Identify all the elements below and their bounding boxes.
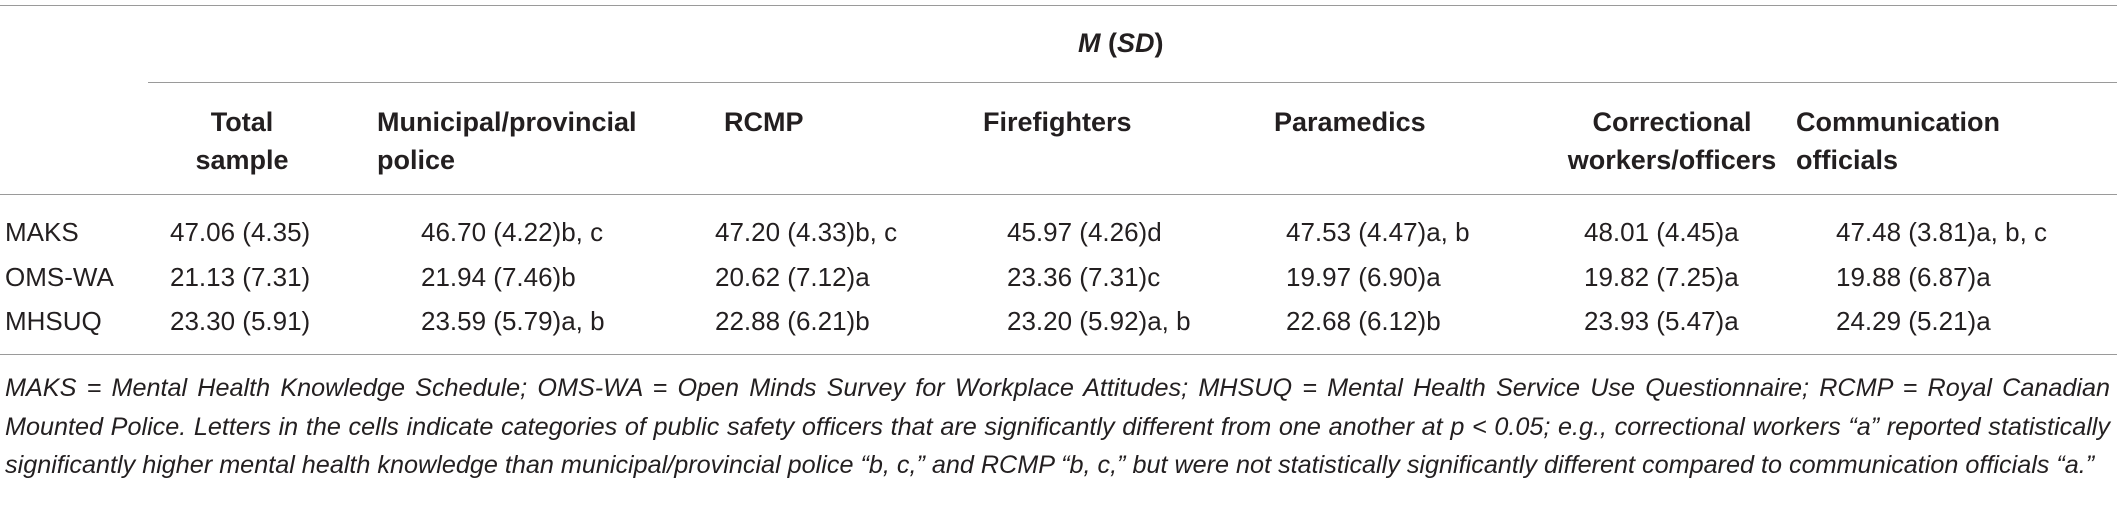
table-cell: 22.68 (6.12)b — [1286, 306, 1441, 336]
table-cell: 23.36 (7.31)c — [1007, 262, 1161, 292]
table-cell: 19.88 (6.87)a — [1836, 262, 1991, 292]
table-cell: 23.30 (5.91) — [170, 306, 311, 336]
column-header-line2: workers/officers — [1567, 145, 1777, 175]
table-cell: 23.59 (5.79)a, b — [421, 306, 605, 336]
column-header-correctional-workers: Correctional workers/officers — [1552, 103, 1792, 179]
group-header-sd: SD — [1117, 28, 1155, 58]
column-header-line1: Correctional — [1592, 107, 1752, 137]
group-header-open: ( — [1100, 28, 1117, 58]
column-header-rcmp: RCMP — [724, 103, 804, 141]
table-cell: 19.82 (7.25)a — [1584, 262, 1739, 292]
table-cell: 47.06 (4.35) — [170, 217, 311, 247]
row-label-oms-wa: OMS-WA — [5, 262, 114, 292]
column-header-line1: Paramedics — [1274, 107, 1426, 137]
group-header-m: M — [1078, 28, 1101, 58]
column-header-line1: Total — [210, 107, 274, 137]
group-header-rule — [148, 82, 2117, 83]
table-cell: 20.62 (7.12)a — [715, 262, 870, 292]
row-label-mhsuq: MHSUQ — [5, 306, 102, 336]
column-header-municipal-police: Municipal/provincial police — [377, 103, 637, 179]
table-cell: 23.93 (5.47)a — [1584, 306, 1739, 336]
table-cell: 47.48 (3.81)a, b, c — [1836, 217, 2048, 247]
column-header-line2: police — [377, 145, 456, 175]
table-cell: 48.01 (4.45)a — [1584, 217, 1739, 247]
table-bottom-rule — [0, 354, 2117, 355]
table-cell: 22.88 (6.21)b — [715, 306, 870, 336]
table-cell: 46.70 (4.22)b, c — [421, 217, 604, 247]
table-footnote: MAKS = Mental Health Knowledge Schedule;… — [5, 374, 2110, 479]
header-bottom-rule — [0, 194, 2117, 195]
column-header-line1: Firefighters — [983, 107, 1132, 137]
column-header-firefighters: Firefighters — [983, 103, 1132, 141]
column-header-communication-officials: Communication officials — [1796, 103, 2000, 179]
table-cell: 24.29 (5.21)a — [1836, 306, 1991, 336]
column-header-paramedics: Paramedics — [1274, 103, 1426, 141]
table-cell: 21.94 (7.46)b — [421, 262, 576, 292]
table-cell: 19.97 (6.90)a — [1286, 262, 1441, 292]
group-header-msd: M (SD) — [1078, 24, 1164, 62]
group-header-close: ) — [1154, 28, 1164, 58]
column-header-line2: officials — [1796, 145, 1899, 175]
table-cell: 21.13 (7.31) — [170, 262, 311, 292]
column-header-line2: sample — [195, 145, 289, 175]
column-header-total-sample: Total sample — [152, 103, 332, 179]
table-top-rule — [0, 5, 2117, 6]
table-cell: 23.20 (5.92)a, b — [1007, 306, 1191, 336]
row-label-maks: MAKS — [5, 217, 79, 247]
column-header-line1: Communication — [1796, 107, 2001, 137]
table-cell: 47.20 (4.33)b, c — [715, 217, 898, 247]
table-cell: 47.53 (4.47)a, b — [1286, 217, 1470, 247]
table-cell: 45.97 (4.26)d — [1007, 217, 1162, 247]
column-header-line1: Municipal/provincial — [377, 107, 637, 137]
column-header-line1: RCMP — [724, 107, 804, 137]
